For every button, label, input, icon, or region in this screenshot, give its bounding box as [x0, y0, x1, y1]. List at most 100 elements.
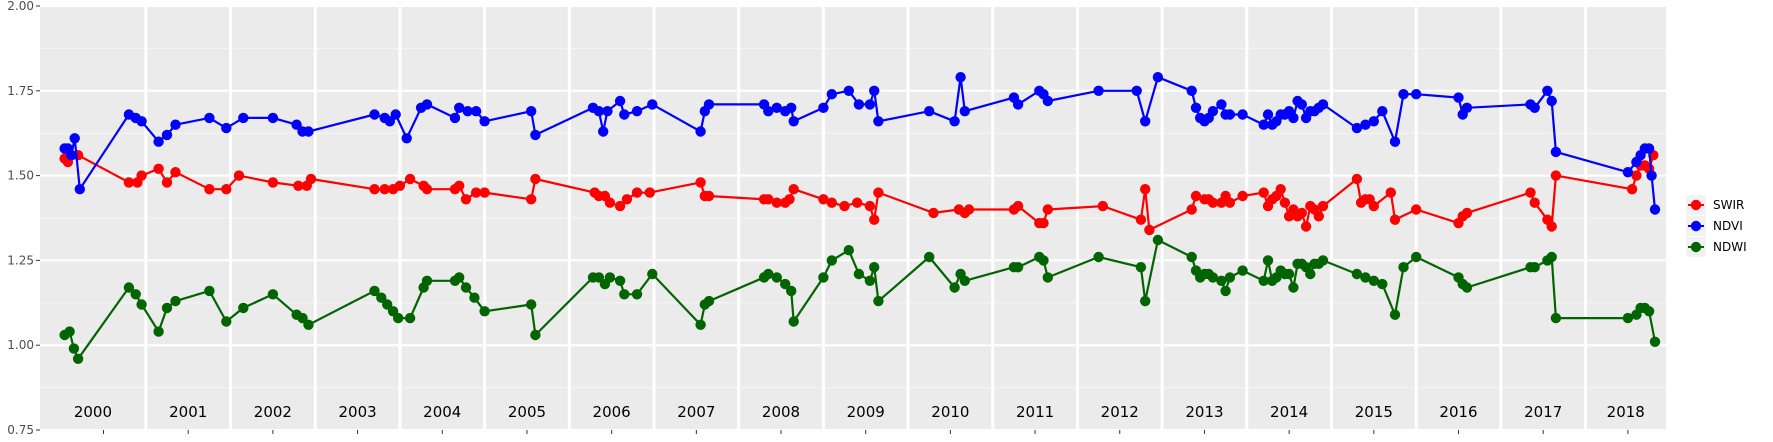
data-point-ndwi [479, 306, 490, 317]
year-label: 2000 [74, 403, 112, 421]
data-point-ndvi [1216, 99, 1227, 110]
data-point-ndwi [382, 299, 393, 310]
data-point-ndvi [449, 112, 461, 124]
data-point-ndvi [703, 99, 715, 110]
data-point-swir [864, 200, 876, 212]
data-point-ndwi [631, 289, 643, 300]
data-point-ndwi [1224, 272, 1236, 283]
data-point-ndwi [136, 299, 147, 310]
data-point-swir [204, 184, 215, 195]
data-point-ndwi [1377, 278, 1388, 290]
data-point-ndvi [1296, 99, 1308, 110]
y-tick-label: 1.50 [7, 169, 34, 183]
data-point-ndvi [771, 102, 782, 114]
data-point-ndvi [530, 129, 541, 141]
data-point-swir [470, 187, 482, 198]
data-point-ndwi [1389, 309, 1401, 320]
data-point-swir [1296, 207, 1308, 219]
data-point-ndwi [1042, 272, 1054, 283]
data-point-ndvi [959, 106, 970, 117]
data-point-ndvi [170, 119, 181, 130]
data-point-ndwi [72, 353, 84, 364]
data-point-ndwi [1140, 295, 1151, 307]
year-label: 2001 [169, 403, 207, 421]
data-point-swir [1237, 190, 1248, 202]
data-point-ndwi [1368, 275, 1380, 286]
data-point-swir [1140, 184, 1151, 195]
data-point-ndvi [1546, 95, 1557, 107]
data-point-ndwi [1207, 272, 1219, 283]
data-point-ndwi [853, 268, 865, 280]
data-point-swir [1389, 214, 1401, 225]
data-point-ndvi [1190, 102, 1202, 114]
data-point-ndwi [393, 312, 404, 324]
data-point-swir [1461, 207, 1473, 219]
data-point-ndvi [1288, 112, 1299, 124]
series-ndwi [59, 234, 1661, 364]
data-point-ndvi [818, 102, 829, 114]
data-point-ndvi [786, 102, 797, 114]
data-point-swir [1529, 197, 1540, 208]
data-point-ndvi [873, 116, 884, 127]
data-point-ndwi [1237, 265, 1248, 276]
data-point-ndvi [1649, 204, 1661, 215]
data-point-swir [153, 163, 164, 174]
data-point-swir [631, 187, 643, 198]
data-point-swir [1258, 187, 1269, 198]
data-point-swir [421, 184, 433, 195]
data-point-ndvi [136, 116, 147, 127]
data-point-swir [460, 194, 472, 205]
legend-label-swir: SWIR [1713, 198, 1744, 212]
data-point-ndwi [1398, 262, 1409, 273]
data-point-swir [818, 194, 829, 205]
data-point-swir [839, 200, 850, 212]
data-point-ndvi [401, 133, 412, 144]
data-point-ndvi [421, 99, 433, 110]
data-point-swir [394, 180, 406, 191]
data-point-ndvi [695, 126, 706, 137]
data-point-swir [1550, 170, 1562, 181]
data-point-ndwi [1649, 336, 1661, 347]
data-point-ndvi [1646, 170, 1657, 181]
year-label: 2003 [338, 403, 376, 421]
data-point-ndwi [1622, 312, 1634, 324]
year-label: 2002 [254, 403, 292, 421]
year-label: 2015 [1355, 403, 1393, 421]
data-point-ndvi [1643, 143, 1655, 154]
data-point-ndwi [647, 268, 658, 280]
data-point-ndvi [788, 116, 799, 127]
data-point-ndvi [1207, 106, 1219, 117]
data-point-ndwi [1351, 268, 1363, 280]
y-tick-label: 1.00 [7, 338, 34, 352]
data-point-swir [161, 177, 173, 188]
year-label: 2017 [1524, 403, 1562, 421]
data-point-swir [1097, 200, 1109, 212]
data-point-swir [1135, 214, 1147, 225]
data-point-ndvi [614, 95, 626, 107]
data-point-ndvi [462, 106, 473, 117]
data-point-swir [1525, 187, 1536, 198]
data-point-ndwi [1550, 312, 1562, 324]
data-point-swir [695, 177, 706, 188]
data-point-ndwi [376, 292, 387, 303]
year-label: 2013 [1185, 403, 1223, 421]
data-point-ndvi [763, 106, 774, 117]
data-point-swir [1626, 184, 1638, 195]
data-point-ndwi [1216, 275, 1227, 286]
data-point-ndwi [204, 285, 215, 297]
data-point-swir [1224, 197, 1236, 208]
year-label: 2004 [423, 403, 461, 421]
data-point-swir [136, 170, 147, 181]
data-point-swir [869, 214, 880, 225]
data-point-swir [267, 177, 279, 188]
data-point-swir [369, 184, 380, 195]
data-point-ndvi [1237, 109, 1248, 120]
legend: SWIR NDVI NDWI [1686, 195, 1747, 257]
data-point-swir [1042, 204, 1054, 215]
data-point-ndvi [1389, 136, 1401, 147]
legend-label-ndwi: NDWI [1713, 240, 1747, 254]
data-point-ndwi [703, 295, 715, 307]
data-point-swir [788, 184, 799, 195]
data-point-ndwi [1093, 251, 1104, 263]
